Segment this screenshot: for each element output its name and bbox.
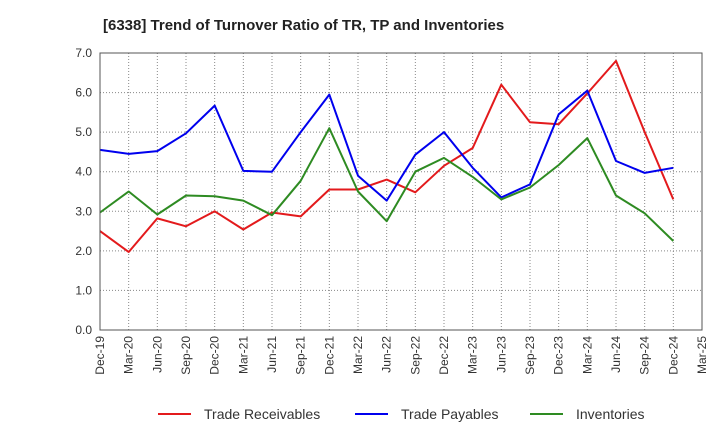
- y-tick-label: 4.0: [75, 165, 92, 179]
- x-tick-label: Dec-20: [208, 336, 222, 375]
- x-tick-label: Dec-19: [93, 336, 107, 375]
- x-tick-label: Jun-22: [380, 336, 394, 373]
- x-tick-label: Mar-23: [466, 336, 480, 374]
- x-tick-label: Jun-20: [150, 336, 164, 373]
- x-tick-label: Dec-22: [437, 336, 451, 375]
- y-tick-label: 6.0: [75, 86, 92, 100]
- x-tick-label: Sep-24: [638, 336, 652, 375]
- x-tick-label: Mar-24: [580, 336, 594, 374]
- x-tick-label: Mar-21: [236, 336, 250, 374]
- series-line-trade-payables: [99, 89, 674, 202]
- chart-title: [6338] Trend of Turnover Ratio of TR, TP…: [103, 17, 504, 34]
- x-tick-label: Jun-24: [609, 336, 623, 373]
- y-tick-label: 7.0: [75, 46, 92, 60]
- series-line-trade-receivables: [99, 59, 675, 253]
- plot-border: [99, 52, 703, 331]
- series-lines: [99, 59, 675, 253]
- y-tick-label: 3.0: [75, 204, 92, 218]
- x-tick-label: Dec-23: [552, 336, 566, 375]
- x-tick-label: Mar-22: [351, 336, 365, 374]
- x-tick-label: Sep-20: [179, 336, 193, 375]
- grid: [99, 52, 703, 331]
- x-tick-label: Mar-20: [122, 336, 136, 374]
- legend: Trade Receivables Trade Payables Inventori…: [158, 406, 644, 422]
- x-tick-label: Jun-21: [265, 336, 279, 373]
- series-line-inventories: [99, 127, 674, 242]
- x-tick-label: Dec-21: [322, 336, 336, 375]
- x-tick-label: Mar-25: [695, 336, 709, 374]
- x-tick-label: Sep-21: [294, 336, 308, 375]
- y-tick-label: 5.0: [75, 125, 92, 139]
- y-axis: 0.0 1.0 2.0 3.0 4.0 5.0 6.0 7.0: [75, 46, 92, 337]
- legend-label-trade-receivables: Trade Receivables: [204, 406, 320, 422]
- y-tick-label: 1.0: [75, 283, 92, 297]
- x-tick-label: Dec-24: [666, 336, 680, 375]
- x-tick-label: Sep-22: [408, 336, 422, 375]
- x-tick-label: Sep-23: [523, 336, 537, 375]
- legend-label-inventories: Inventories: [576, 406, 644, 422]
- x-axis: Dec-19 Mar-20 Jun-20 Sep-20 Dec-20 Mar-21 Jun-…: [93, 336, 709, 375]
- y-tick-label: 0.0: [75, 323, 92, 337]
- legend-label-trade-payables: Trade Payables: [401, 406, 499, 422]
- y-tick-label: 2.0: [75, 244, 92, 258]
- x-tick-label: Jun-23: [494, 336, 508, 373]
